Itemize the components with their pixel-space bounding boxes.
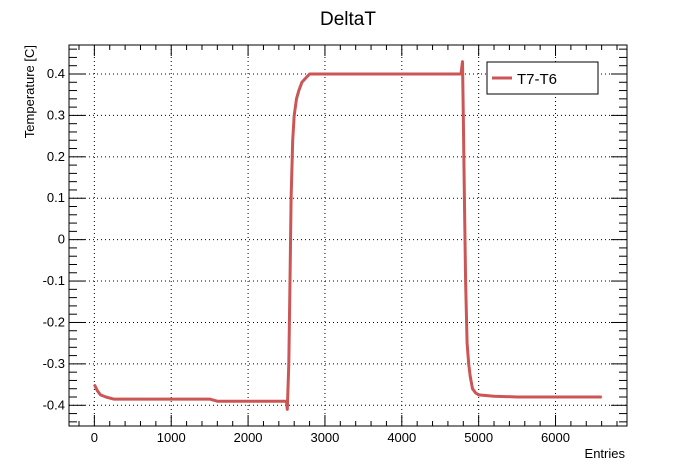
data-point bbox=[324, 73, 326, 75]
data-point bbox=[295, 98, 298, 100]
x-tick-label: 1000 bbox=[157, 430, 186, 445]
y-tick-label: 0.1 bbox=[47, 190, 65, 205]
chart-title: DeltaT bbox=[320, 9, 376, 30]
data-point bbox=[301, 81, 303, 83]
data-point bbox=[516, 396, 518, 398]
data-point bbox=[96, 390, 98, 392]
x-tick-label: 5000 bbox=[464, 430, 493, 445]
data-point bbox=[471, 388, 474, 390]
data-point bbox=[209, 398, 211, 400]
data-point bbox=[216, 400, 218, 402]
x-tick-label: 0 bbox=[91, 430, 98, 445]
data-point bbox=[469, 375, 471, 377]
data-point bbox=[309, 73, 311, 75]
data-point bbox=[493, 395, 495, 397]
data-point bbox=[270, 400, 272, 402]
series-layer bbox=[93, 60, 603, 411]
data-point bbox=[99, 394, 102, 396]
data-point bbox=[120, 398, 122, 400]
data-point bbox=[132, 398, 134, 400]
legend: T7-T6 bbox=[486, 61, 599, 95]
y-tick-label: -0.2 bbox=[43, 314, 65, 329]
legend-label-t7-t6: T7-T6 bbox=[517, 71, 557, 88]
y-tick-label: -0.1 bbox=[43, 273, 65, 288]
x-axis-title: Entries bbox=[585, 446, 626, 461]
axis-ticks: 0 1000 2000 3000 4000 5000 6000 -0.4 -0.3 -0.2 -0.… bbox=[43, 45, 627, 445]
data-point bbox=[298, 90, 300, 92]
data-point bbox=[105, 396, 107, 398]
data-point bbox=[247, 400, 249, 402]
x-tick-label: 3000 bbox=[310, 430, 339, 445]
data-point bbox=[305, 77, 307, 79]
data-point bbox=[155, 398, 157, 400]
y-tick-label: 0.3 bbox=[47, 107, 65, 122]
y-tick-label: -0.3 bbox=[43, 356, 65, 371]
plot-frame bbox=[68, 44, 628, 427]
data-point bbox=[439, 73, 441, 75]
data-point bbox=[289, 280, 291, 282]
y-tick-label: 0.4 bbox=[47, 66, 65, 81]
data-point bbox=[292, 139, 294, 141]
data-point bbox=[468, 363, 470, 365]
data-point bbox=[290, 197, 292, 199]
data-point bbox=[462, 114, 464, 116]
data-point bbox=[554, 396, 557, 398]
data-point bbox=[170, 398, 172, 400]
data-point bbox=[475, 392, 477, 394]
y-tick-label: -0.4 bbox=[43, 397, 65, 412]
data-point bbox=[143, 398, 145, 400]
data-point bbox=[113, 398, 115, 400]
y-axis-title: Temperature [C] bbox=[22, 45, 37, 138]
data-point bbox=[455, 73, 457, 75]
x-tick-label: 6000 bbox=[541, 430, 570, 445]
data-point bbox=[93, 384, 95, 386]
data-point bbox=[186, 398, 188, 400]
data-point bbox=[478, 394, 480, 396]
series-line-0 bbox=[93, 60, 602, 411]
data-point bbox=[466, 342, 468, 344]
grid bbox=[69, 45, 627, 426]
data-point bbox=[293, 114, 295, 116]
data-point bbox=[465, 280, 467, 282]
data-point bbox=[601, 396, 603, 398]
x-tick-label: 2000 bbox=[234, 430, 263, 445]
data-point bbox=[288, 363, 290, 365]
x-tick-label: 4000 bbox=[387, 430, 416, 445]
data-point bbox=[362, 73, 364, 75]
data-point bbox=[593, 396, 595, 398]
data-point bbox=[460, 73, 462, 75]
y-tick-label: 0.2 bbox=[47, 149, 65, 164]
data-point bbox=[401, 73, 403, 75]
data-point bbox=[286, 408, 288, 410]
data-point bbox=[285, 400, 288, 402]
data-point bbox=[461, 61, 464, 63]
data-point bbox=[463, 197, 465, 199]
y-tick-label: 0 bbox=[58, 232, 65, 247]
